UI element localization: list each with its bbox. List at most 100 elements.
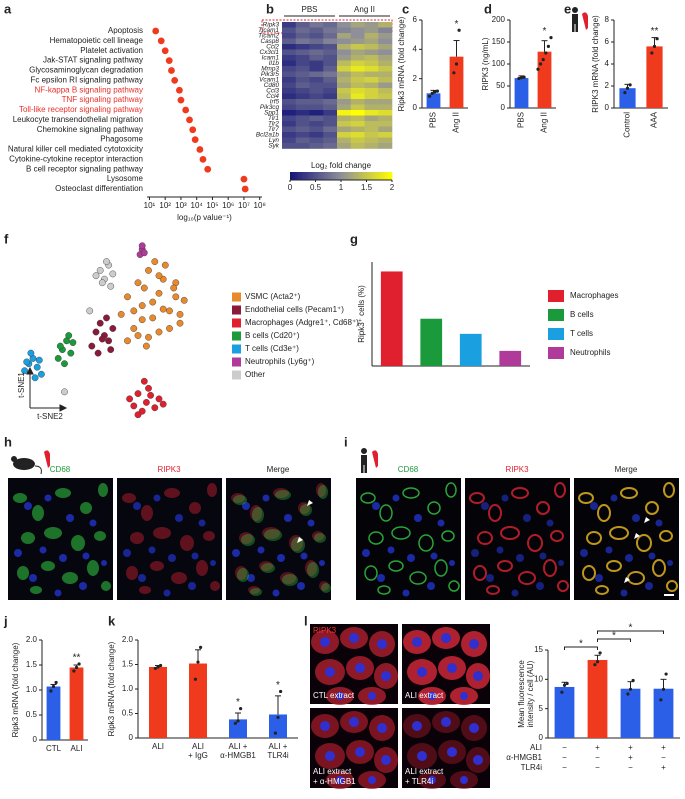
category-label: Hematopoietic cell lineage bbox=[50, 36, 144, 45]
microscopy-l bbox=[310, 624, 490, 789]
cell-point bbox=[130, 402, 138, 410]
heat-cell bbox=[309, 82, 324, 89]
heat-cell bbox=[378, 55, 393, 61]
heat-cell bbox=[282, 143, 297, 149]
y-tick-label: 1.0 bbox=[26, 685, 38, 694]
dot bbox=[168, 67, 175, 74]
heat-cell bbox=[295, 93, 310, 100]
category-label: Leukocyte transendothelial migration bbox=[13, 115, 143, 124]
data-point bbox=[539, 62, 543, 66]
colorbar-step bbox=[384, 172, 388, 180]
colorbar-step bbox=[325, 172, 329, 180]
heat-cell bbox=[309, 60, 324, 67]
data-point bbox=[452, 71, 456, 75]
x-tick-label: + IgG bbox=[188, 751, 208, 760]
heat-cell bbox=[350, 104, 365, 111]
heat-cell bbox=[350, 126, 365, 133]
heat-cell bbox=[337, 121, 352, 127]
cell-point bbox=[145, 266, 152, 274]
y-axis-label: intensity / cell (AU) bbox=[526, 660, 535, 727]
data-point bbox=[276, 715, 280, 720]
cell-point bbox=[151, 258, 159, 265]
heat-cell bbox=[350, 77, 365, 83]
dot bbox=[161, 47, 169, 55]
heat-cell bbox=[282, 27, 297, 34]
colorbar-tick-label: 0 bbox=[288, 183, 293, 192]
legend-label: Endothelial cells (Pecam1⁺) bbox=[245, 305, 344, 314]
heat-cell bbox=[364, 38, 379, 45]
gene-label: Tlr2 bbox=[268, 120, 279, 127]
heat-cell bbox=[323, 93, 338, 100]
y-tick-label: 150 bbox=[492, 37, 506, 46]
heat-cell bbox=[337, 44, 352, 50]
category-label: Platelet activation bbox=[80, 46, 143, 55]
heat-cell bbox=[295, 55, 310, 61]
colorbar-step bbox=[302, 172, 306, 180]
data-point bbox=[193, 677, 197, 681]
heat-cell bbox=[309, 27, 324, 34]
heat-cell bbox=[323, 99, 338, 105]
y-tick-label: 2.0 bbox=[26, 635, 38, 644]
colorbar-step bbox=[341, 172, 344, 180]
cell-point bbox=[65, 332, 73, 339]
y-axis-label: Ripk3 mRNA (fold change) bbox=[397, 16, 406, 111]
data-point bbox=[626, 692, 630, 696]
legend-label: VSMC (Acta2⁺) bbox=[245, 292, 301, 301]
condition-name: TLR4i bbox=[521, 763, 543, 772]
category-label: Phagosome bbox=[100, 135, 143, 144]
x-tick-label: 10⁵ bbox=[206, 201, 218, 210]
y-tick-label: 8 bbox=[605, 15, 610, 24]
heat-cell bbox=[323, 121, 338, 127]
condition-sign: − bbox=[628, 763, 633, 772]
heat-cell bbox=[337, 82, 352, 89]
legend-label: T cells (Cd3e⁺) bbox=[245, 344, 299, 353]
bar bbox=[537, 51, 552, 108]
significance: * bbox=[543, 26, 547, 37]
x-tick-label: Ang II bbox=[540, 112, 549, 133]
heat-cell bbox=[337, 27, 352, 34]
data-point bbox=[623, 91, 627, 95]
data-point bbox=[522, 75, 526, 79]
cell-point bbox=[67, 349, 75, 357]
y-tick-label: 2.0 bbox=[122, 635, 134, 644]
y-axis-label: Ripk3⁺ cells (%) bbox=[357, 285, 366, 343]
heat-cell bbox=[364, 55, 379, 61]
heat-cell bbox=[378, 60, 393, 67]
gene-label: Bcl2a1b bbox=[256, 131, 280, 138]
heat-cell bbox=[364, 88, 379, 94]
cell-point bbox=[147, 391, 155, 399]
colorbar-step bbox=[361, 172, 365, 180]
heat-cell bbox=[282, 22, 297, 28]
legend-swatch bbox=[232, 344, 241, 354]
x-tick-label: 10² bbox=[159, 201, 171, 210]
heat-cell bbox=[309, 44, 324, 50]
heat-cell bbox=[378, 143, 393, 149]
heat-cell bbox=[282, 82, 297, 89]
data-point bbox=[51, 684, 56, 689]
data-point bbox=[536, 67, 540, 71]
condition-sign: + bbox=[628, 753, 633, 762]
heat-cell bbox=[295, 82, 310, 89]
stain-label: CD68 bbox=[50, 465, 71, 474]
colorbar-step bbox=[290, 172, 293, 180]
data-point bbox=[659, 698, 663, 702]
colorbar-step bbox=[315, 172, 319, 180]
cell-point bbox=[54, 354, 62, 362]
heat-cell bbox=[282, 93, 297, 100]
stain-label: Merge bbox=[615, 465, 638, 474]
heat-cell bbox=[350, 44, 365, 50]
data-point bbox=[628, 83, 632, 87]
heat-cell bbox=[309, 66, 324, 72]
x-axis-label: t-SNE2 bbox=[37, 412, 63, 421]
heat-cell bbox=[378, 121, 393, 127]
mouse-icon bbox=[11, 450, 50, 475]
heat-cell bbox=[378, 132, 393, 138]
cell-point bbox=[98, 335, 106, 343]
heat-cell bbox=[337, 143, 352, 149]
data-point bbox=[454, 62, 459, 66]
heat-cell bbox=[350, 27, 365, 34]
dot bbox=[240, 175, 248, 183]
heat-cell bbox=[323, 66, 338, 72]
comparison-label: * bbox=[579, 639, 583, 650]
heat-cell bbox=[309, 49, 324, 56]
